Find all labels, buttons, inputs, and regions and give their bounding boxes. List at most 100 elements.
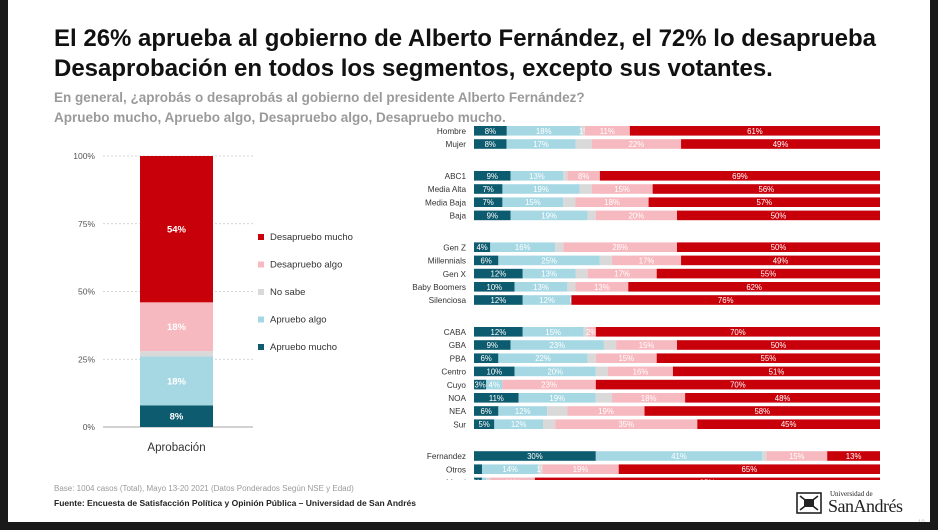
- segment-label: 25%: [541, 256, 557, 265]
- segment-label: 10%: [486, 367, 502, 376]
- bar-segment-desapruebo-algo: [502, 379, 596, 390]
- row-label: Sur: [453, 420, 466, 429]
- bar-segment-apruebo-algo: [518, 393, 596, 403]
- bar-segment-apruebo-mucho: [474, 242, 491, 252]
- title-line-1: El 26% aprueba al gobierno de Alberto Fe…: [54, 25, 876, 52]
- segment-label: 15%: [614, 185, 630, 194]
- bar-segment-apruebo-algo: [510, 171, 564, 181]
- bar-segment-no-sabe: [587, 353, 596, 363]
- row-label: NEA: [449, 407, 466, 416]
- bar-segment-no-sabe: [543, 419, 556, 429]
- segment-label: 62%: [746, 283, 762, 292]
- bar-segment-apruebo-algo: [502, 197, 564, 207]
- bar-segment-apruebo-algo: [522, 295, 572, 305]
- y-tick-label: 75%: [78, 219, 95, 229]
- segment-label: 16%: [515, 243, 531, 252]
- bar-segment-desapruebo-algo: [587, 268, 657, 279]
- bar-segment-desapruebo-mucho: [677, 210, 880, 221]
- segment-label: 12%: [539, 296, 555, 305]
- row-label: Baja: [450, 212, 467, 221]
- segment-label: 19%: [573, 465, 589, 474]
- segment-label: 51%: [769, 367, 785, 376]
- bar-segment-apruebo-algo: [522, 268, 576, 279]
- legend-label: No sabe: [270, 287, 305, 298]
- bar-segment-no-sabe: [563, 171, 568, 181]
- row-label: CABA: [444, 328, 467, 337]
- bar-segment-no-sabe: [555, 242, 564, 252]
- bar-segment-no-sabe: [575, 268, 588, 279]
- row-label: Hombre: [437, 127, 467, 136]
- bar-segment-apruebo-algo: [494, 419, 544, 429]
- bar-segment-apruebo-algo: [482, 477, 487, 480]
- bar-segment-apruebo-mucho: [474, 268, 523, 279]
- bar-segment-desapruebo-mucho: [618, 464, 880, 474]
- segment-label: 12%: [491, 270, 507, 279]
- segment-label: 16%: [633, 367, 649, 376]
- legend-swatch-no-sabe: [258, 289, 264, 295]
- bar-segment-desapruebo-algo: [595, 353, 657, 363]
- legend-label: Apruebo algo: [270, 315, 327, 326]
- segment-label: 23%: [541, 381, 557, 390]
- bar-segment-apruebo-algo: [486, 379, 503, 390]
- bar-segment-desapruebo-algo: [766, 451, 828, 461]
- bar-segment-desapruebo-algo: [595, 210, 677, 221]
- bar-segment-apruebo-mucho: [474, 393, 519, 403]
- segment-label: 8%: [578, 172, 589, 181]
- legend-label: Desapruebo mucho: [270, 232, 353, 243]
- bar-segment-desapruebo-algo: [542, 464, 619, 474]
- bar-segment-apruebo-mucho: [474, 197, 503, 207]
- bar-segment-apruebo-algo: [490, 242, 556, 252]
- bar-segment-desapruebo-mucho: [534, 477, 880, 480]
- legend-label: Desapruebo algo: [270, 260, 342, 271]
- bar-segment-no-sabe: [587, 210, 596, 221]
- bar-segment-apruebo-algo: [482, 464, 539, 474]
- source-note: Fuente: Encuesta de Satisfacción Polític…: [54, 498, 416, 508]
- segment-label: 13%: [533, 283, 549, 292]
- bar-segment-no-sabe: [762, 451, 767, 461]
- segment-label: 13%: [594, 283, 610, 292]
- segment-label: 55%: [761, 270, 777, 279]
- segment-label: 3%: [474, 381, 485, 390]
- bar-segment-apruebo-algo: [498, 406, 548, 416]
- segment-label: 18%: [641, 394, 657, 403]
- segment-label: 19%: [541, 211, 557, 220]
- bar-segment-no-sabe: [575, 139, 592, 149]
- segment-label: 49%: [773, 140, 789, 149]
- bar-segment-no-sabe: [486, 477, 491, 480]
- legend-label: Apruebo mucho: [270, 342, 337, 353]
- segment-label: 12%: [511, 420, 527, 429]
- university-logo: Universidad de SanAndrés: [794, 488, 924, 518]
- segment-label: 11%: [505, 478, 520, 480]
- question-text: En general, ¿aprobás o desaprobás al gob…: [54, 88, 924, 128]
- segment-label: 50%: [771, 211, 787, 220]
- data-label: 18%: [167, 322, 187, 333]
- segment-label: 20%: [547, 367, 563, 376]
- segment-label: 5%: [479, 420, 490, 429]
- segment-label: 6%: [481, 407, 492, 416]
- bar-segment-apruebo-algo: [595, 451, 763, 461]
- bar-segment-apruebo-mucho: [474, 210, 511, 221]
- segment-label: 4%: [476, 243, 487, 252]
- segment-label: 56%: [759, 185, 775, 194]
- bar-segment-apruebo-mucho: [474, 366, 515, 377]
- segment-label: 9%: [487, 211, 498, 220]
- segment-label: 13%: [846, 452, 862, 461]
- segment-label: 85%: [700, 478, 716, 480]
- bar-segment-apruebo-algo: [510, 340, 604, 350]
- segment-label: 6%: [481, 354, 492, 363]
- university-crest-icon: [796, 492, 822, 514]
- segment-label: 17%: [533, 140, 549, 149]
- bar-segment-apruebo-algo: [498, 255, 600, 266]
- bar-segment-desapruebo-algo: [575, 197, 649, 207]
- row-label: Millennials: [428, 257, 466, 266]
- segment-label: 6%: [481, 256, 492, 265]
- segment-label: 12%: [491, 328, 507, 337]
- data-label: 8%: [170, 412, 184, 423]
- row-label: Media Baja: [425, 198, 466, 207]
- segment-label: 15%: [618, 354, 634, 363]
- segment-label: 9%: [487, 172, 498, 181]
- segment-label: 7%: [483, 198, 494, 207]
- bar-segment-desapruebo-mucho: [681, 139, 880, 149]
- approval-stacked-chart: 0% 25% 50% 75% 100% 8% 18% 18% 54% Aprobación Desa…: [73, 151, 353, 454]
- legend-swatch-apruebo-mucho: [258, 344, 264, 350]
